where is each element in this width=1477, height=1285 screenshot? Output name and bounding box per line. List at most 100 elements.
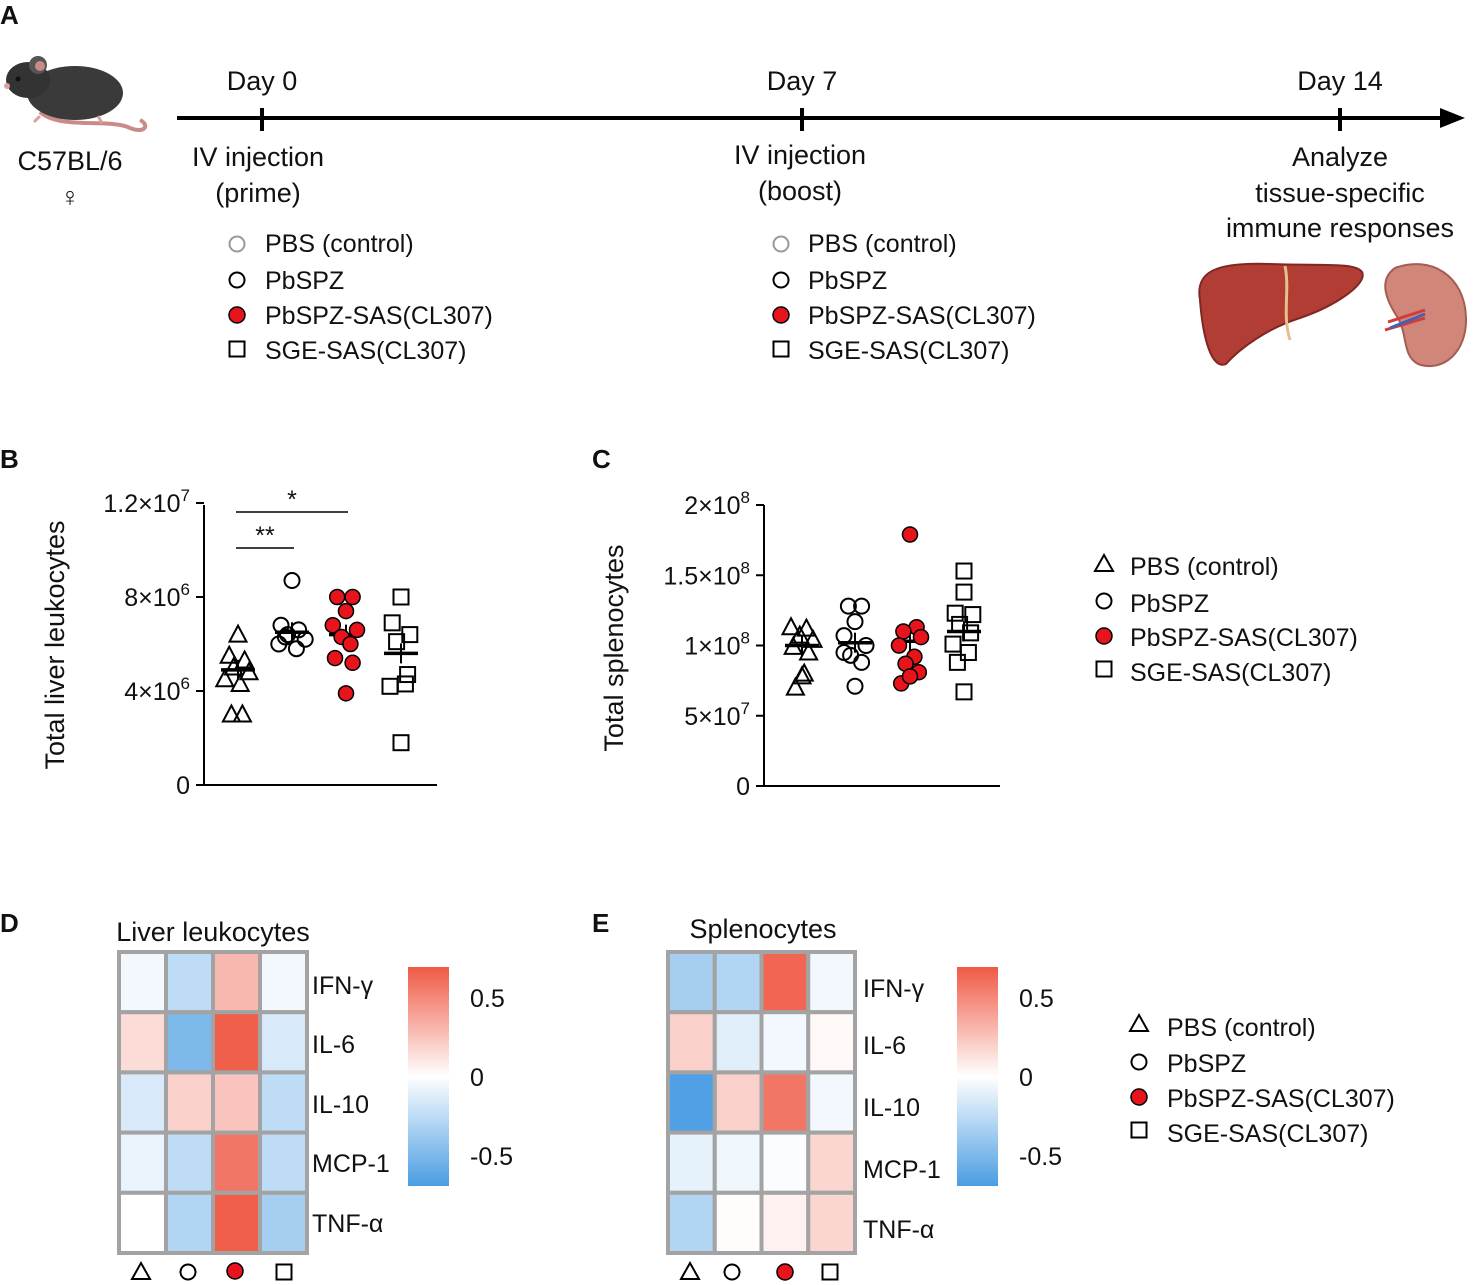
heatmap-cell (117, 950, 168, 1015)
filled-red-circle-icon (1095, 627, 1113, 645)
analyze-label: tissue-specific (1255, 178, 1425, 208)
row-label: IFN-γ (863, 975, 925, 1003)
data-point-circle (835, 627, 853, 645)
panel-label-d: D (0, 908, 19, 938)
heatmap-cell (806, 950, 857, 1015)
data-point-filled-circle (901, 526, 919, 543)
heatmap-cell (759, 1130, 811, 1195)
data-point-filled-circle (912, 628, 930, 646)
data-point-filled-circle (326, 649, 344, 667)
legend-label: PbSPZ (1130, 590, 1209, 618)
prime-group-legend (228, 235, 246, 358)
heatmap-cell (759, 1010, 811, 1075)
filled-red-circle-icon (226, 1262, 244, 1280)
data-point-circle (853, 653, 871, 671)
heatmap-title: Splenocytes (689, 914, 836, 944)
heatmap-cell (164, 1190, 215, 1256)
mouse-illustration (4, 56, 148, 132)
data-point-triangle (785, 676, 806, 696)
liver-illustration (1198, 262, 1364, 366)
panel-label-b: B (0, 444, 19, 474)
open-square-icon (1095, 660, 1113, 678)
open-circle-icon (723, 1263, 741, 1281)
significance-label: ** (255, 522, 275, 550)
legend-label: PBS (control) (1167, 1014, 1316, 1042)
y-tick-label: 1×108 (684, 629, 750, 661)
heatmap-cell (211, 950, 262, 1015)
triangle-icon (1128, 1012, 1150, 1032)
open-circle-icon (228, 271, 246, 289)
data-point-triangle (234, 649, 255, 669)
open-square-icon (228, 340, 246, 358)
splenocyte-plot: 0 5×107 1×108 1.5×108 2×108 (663, 488, 1000, 801)
filled-red-circle-icon (776, 1263, 794, 1281)
heatmap-cell (164, 1130, 215, 1195)
data-point-square (396, 675, 414, 693)
data-point-triangle (789, 624, 810, 644)
boost-injection-label: IV injection (734, 140, 866, 170)
heatmap-cell (117, 1190, 168, 1256)
data-point-circle (839, 597, 857, 615)
data-point-square (381, 677, 399, 695)
triangle-icon (679, 1260, 701, 1280)
female-symbol: ♀ (60, 182, 80, 212)
heatmap-cell (806, 1130, 857, 1195)
control-circle-icon (228, 235, 246, 253)
y-tick-label: 2×108 (684, 488, 750, 520)
row-label: IL-6 (863, 1032, 906, 1060)
heatmap-cell (759, 1070, 811, 1135)
colorbar-tick: 0 (1019, 1064, 1033, 1092)
filled-red-circle-icon (1130, 1088, 1148, 1106)
heatmap-cell (164, 1010, 215, 1075)
heatmap-cell (211, 1130, 262, 1195)
prime-injection-label: IV injection (192, 142, 324, 172)
panel-label-c: C (592, 444, 611, 474)
heatmap-cell (666, 1010, 717, 1075)
data-point-circle (857, 637, 875, 654)
data-point-square (399, 666, 417, 684)
legend-label: SGE-SAS(CL307) (1167, 1120, 1368, 1148)
data-point-circle (853, 597, 871, 615)
heatmap-cell (164, 1070, 215, 1135)
data-point-triangle (219, 644, 240, 664)
y-tick-label: 1.2×107 (103, 486, 190, 518)
heatmap-cell (666, 1130, 717, 1195)
data-point-triangle (794, 662, 815, 682)
row-label: MCP-1 (312, 1150, 390, 1178)
data-point-square (392, 734, 410, 752)
data-point-square (964, 606, 982, 624)
data-point-square (962, 624, 980, 642)
data-point-filled-circle (895, 623, 912, 640)
open-square-icon (275, 1263, 293, 1281)
row-label: IL-10 (312, 1091, 369, 1119)
heatmap-cell (806, 1010, 857, 1075)
data-point-square (392, 588, 410, 606)
heatmap-cell (211, 1190, 262, 1256)
y-tick-label: 1.5×108 (663, 558, 750, 590)
legend-label: PbSPZ-SAS(CL307) (808, 302, 1036, 330)
colorbar-tick: -0.5 (470, 1143, 513, 1171)
legend-label: PBS (control) (265, 230, 414, 258)
row-label: TNF-α (312, 1210, 383, 1238)
row-label: MCP-1 (863, 1156, 941, 1184)
legend-label: PbSPZ (1167, 1050, 1246, 1078)
data-point-square (955, 683, 973, 701)
legend-label: PbSPZ-SAS(CL307) (1167, 1085, 1395, 1113)
heatmap-cell (211, 1010, 262, 1075)
heatmap-cell (117, 1010, 168, 1075)
data-point-triangle (783, 635, 804, 655)
data-point-square (944, 635, 962, 653)
heatmap-cell (117, 1070, 168, 1135)
y-tick-label: 0 (176, 772, 190, 800)
heatmap-cell (211, 1070, 262, 1135)
colorbar (408, 967, 449, 1186)
heatmap-title: Liver leukocytes (116, 917, 310, 947)
heatmap-cell (258, 1190, 309, 1256)
day-label: Day 14 (1297, 66, 1383, 96)
open-square-icon (821, 1263, 839, 1281)
open-square-icon (1130, 1121, 1148, 1139)
day-label: Day 0 (227, 66, 298, 96)
legend-label: PbSPZ-SAS(CL307) (1130, 624, 1358, 652)
data-point-square (946, 604, 964, 622)
significance-label: * (287, 486, 297, 514)
